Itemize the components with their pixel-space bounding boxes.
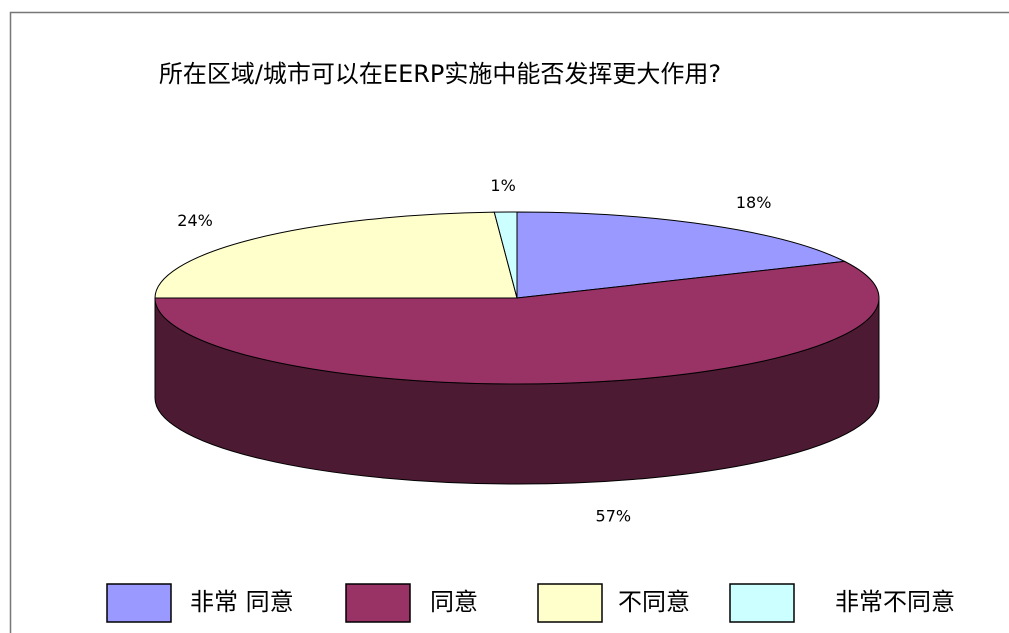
pie-slice	[493, 211, 518, 299]
data-label: 18%	[736, 193, 772, 212]
legend-label: 同意	[430, 588, 478, 616]
data-label: 1%	[490, 176, 515, 195]
pie-slice	[516, 211, 847, 299]
legend-swatch	[537, 583, 603, 623]
legend-label: 非常 同意	[190, 588, 294, 616]
data-label: 24%	[177, 211, 213, 230]
legend-label: 不同意	[618, 588, 690, 616]
pie-slice	[154, 211, 518, 299]
chart-title: 所在区域/城市可以在EERP实施中能否发挥更大作用?	[159, 60, 721, 88]
chart-frame	[9, 11, 1009, 633]
data-label: 57%	[596, 507, 632, 526]
legend-label: 非常不同意	[835, 588, 955, 616]
pie-slice	[154, 260, 880, 385]
legend-swatch	[729, 583, 795, 623]
legend-swatch	[345, 583, 411, 623]
legend-swatch	[106, 583, 172, 623]
